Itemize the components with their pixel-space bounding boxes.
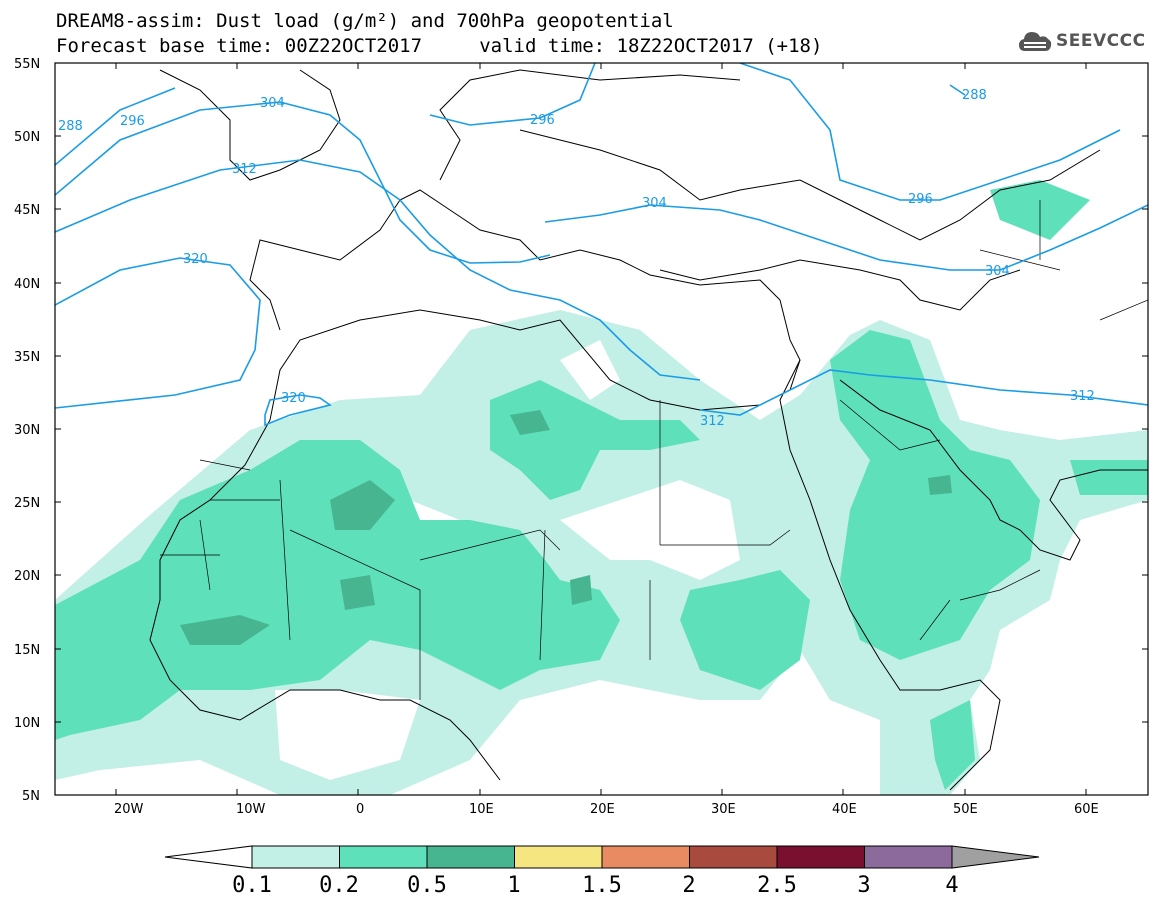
lat-label: 5N: [22, 789, 40, 804]
lat-label: 25N: [14, 496, 40, 511]
colorbar-segment: [601, 845, 690, 869]
contour-296-west: [55, 101, 551, 264]
contour-296-east: [429, 63, 596, 126]
dust-field-medium: [55, 440, 620, 740]
dust-field-high-5: [570, 575, 592, 605]
colorbar-label: 0.5: [407, 873, 447, 898]
lat-label: 30N: [14, 423, 40, 438]
dust-fields: [55, 180, 1148, 795]
lat-label: 15N: [14, 643, 40, 658]
lat-label: 55N: [14, 57, 40, 72]
contour-320: [264, 394, 332, 427]
contour-label: 304: [985, 264, 1010, 279]
dust-gap-4: [560, 340, 620, 400]
colorbar-segment: [251, 845, 340, 869]
lon-label: 60E: [1074, 802, 1099, 817]
map-title-line-2: Forecast base time: 00Z22OCT2017 valid t…: [56, 35, 823, 57]
seevccc-logo: SEEVCCC: [1018, 26, 1146, 56]
colorbar-label: 2.5: [757, 873, 797, 898]
contour-label: 312: [232, 162, 257, 177]
contour-label: 288: [962, 88, 987, 103]
dust-field-medium-3: [680, 570, 810, 690]
contour-288-west: [55, 87, 176, 166]
colorbar-over-triangle: [951, 845, 1040, 869]
colorbar-label: 3: [857, 873, 871, 898]
colorbar-segment: [514, 845, 603, 869]
contour-label: 312: [700, 414, 725, 429]
dust-field-medium-6: [930, 700, 975, 790]
lon-label: 50E: [953, 802, 978, 817]
contour-label: 312: [1070, 389, 1095, 404]
contour-304-west: [55, 159, 701, 381]
lat-label: 20N: [14, 569, 40, 584]
logo-text: SEEVCCC: [1056, 31, 1146, 51]
colorbar-label: 4: [945, 873, 959, 898]
colorbar-label: 2: [682, 873, 696, 898]
dust-field-high-1: [180, 615, 270, 645]
cloud-icon: [1019, 32, 1052, 51]
dust-field-medium-2: [490, 380, 700, 500]
colorbar-label: 0.2: [319, 873, 359, 898]
dust-field-high-3: [340, 575, 375, 610]
colorbar-under-triangle: [164, 845, 253, 869]
contour-304-east: [544, 204, 1148, 271]
lon-label: 20W: [114, 802, 144, 817]
lon-label: 10E: [469, 802, 494, 817]
lat-label: 45N: [14, 203, 40, 218]
lat-label: 40N: [14, 277, 40, 292]
dust-field-medium-7: [1070, 460, 1148, 495]
map-title-line-1: DREAM8-assim: Dust load (g/m²) and 700hP…: [56, 10, 674, 32]
lon-label: 0: [356, 802, 364, 817]
contour-312-east: [699, 369, 1148, 416]
colorbar-label: 1: [507, 873, 521, 898]
lat-label: 10N: [14, 716, 40, 731]
colorbar-label: 1.5: [582, 873, 622, 898]
dust-field-medium-4: [830, 330, 1040, 660]
colorbar-segment: [864, 845, 953, 869]
dust-field-high-6: [928, 475, 952, 495]
axis-ticks: [55, 62, 1148, 795]
contour-312: [55, 257, 261, 409]
dust-field-high-2: [330, 480, 395, 530]
contour-label: 304: [260, 96, 285, 111]
lat-label: 50N: [14, 130, 40, 145]
contour-label: 288: [58, 119, 83, 134]
colorbar-segment: [426, 845, 515, 869]
colorbar-label: 0.1: [232, 873, 272, 898]
latitude-axis: 55N 50N 45N 40N 35N 30N 25N 20N 15N 10N …: [14, 57, 40, 804]
contour-label: 296: [908, 192, 933, 207]
geopotential-contours: [55, 63, 1148, 427]
lat-label: 35N: [14, 350, 40, 365]
contour-label: 296: [120, 114, 145, 129]
contour-label: 304: [642, 196, 667, 211]
contour-label: 296: [530, 113, 555, 128]
contour-label: 320: [281, 391, 306, 406]
dust-gap-1: [560, 480, 740, 580]
lon-label: 40E: [832, 802, 857, 817]
lon-label: 10W: [236, 802, 266, 817]
colorbar-segment: [776, 845, 865, 869]
longitude-axis: 20W 10W 0 10E 20E 30E 40E 50E 60E: [114, 802, 1099, 817]
dust-gap-5: [1060, 300, 1148, 380]
contour-label: 320: [183, 252, 208, 267]
contour-labels: 288 296 304 296 312 320 320 304 296 304 …: [58, 88, 1095, 429]
dust-gap-3: [275, 690, 420, 780]
colorbar-segment: [689, 845, 778, 869]
colorbar: [164, 845, 1040, 869]
borders: [160, 200, 1148, 700]
coastlines: [149, 69, 1148, 791]
lon-label: 30E: [711, 802, 736, 817]
contour-296-far-east: [739, 63, 1121, 201]
contour-288-east: [949, 84, 966, 96]
colorbar-segment: [339, 845, 428, 869]
dust-field-high-4: [510, 410, 550, 435]
lon-label: 20E: [590, 802, 615, 817]
